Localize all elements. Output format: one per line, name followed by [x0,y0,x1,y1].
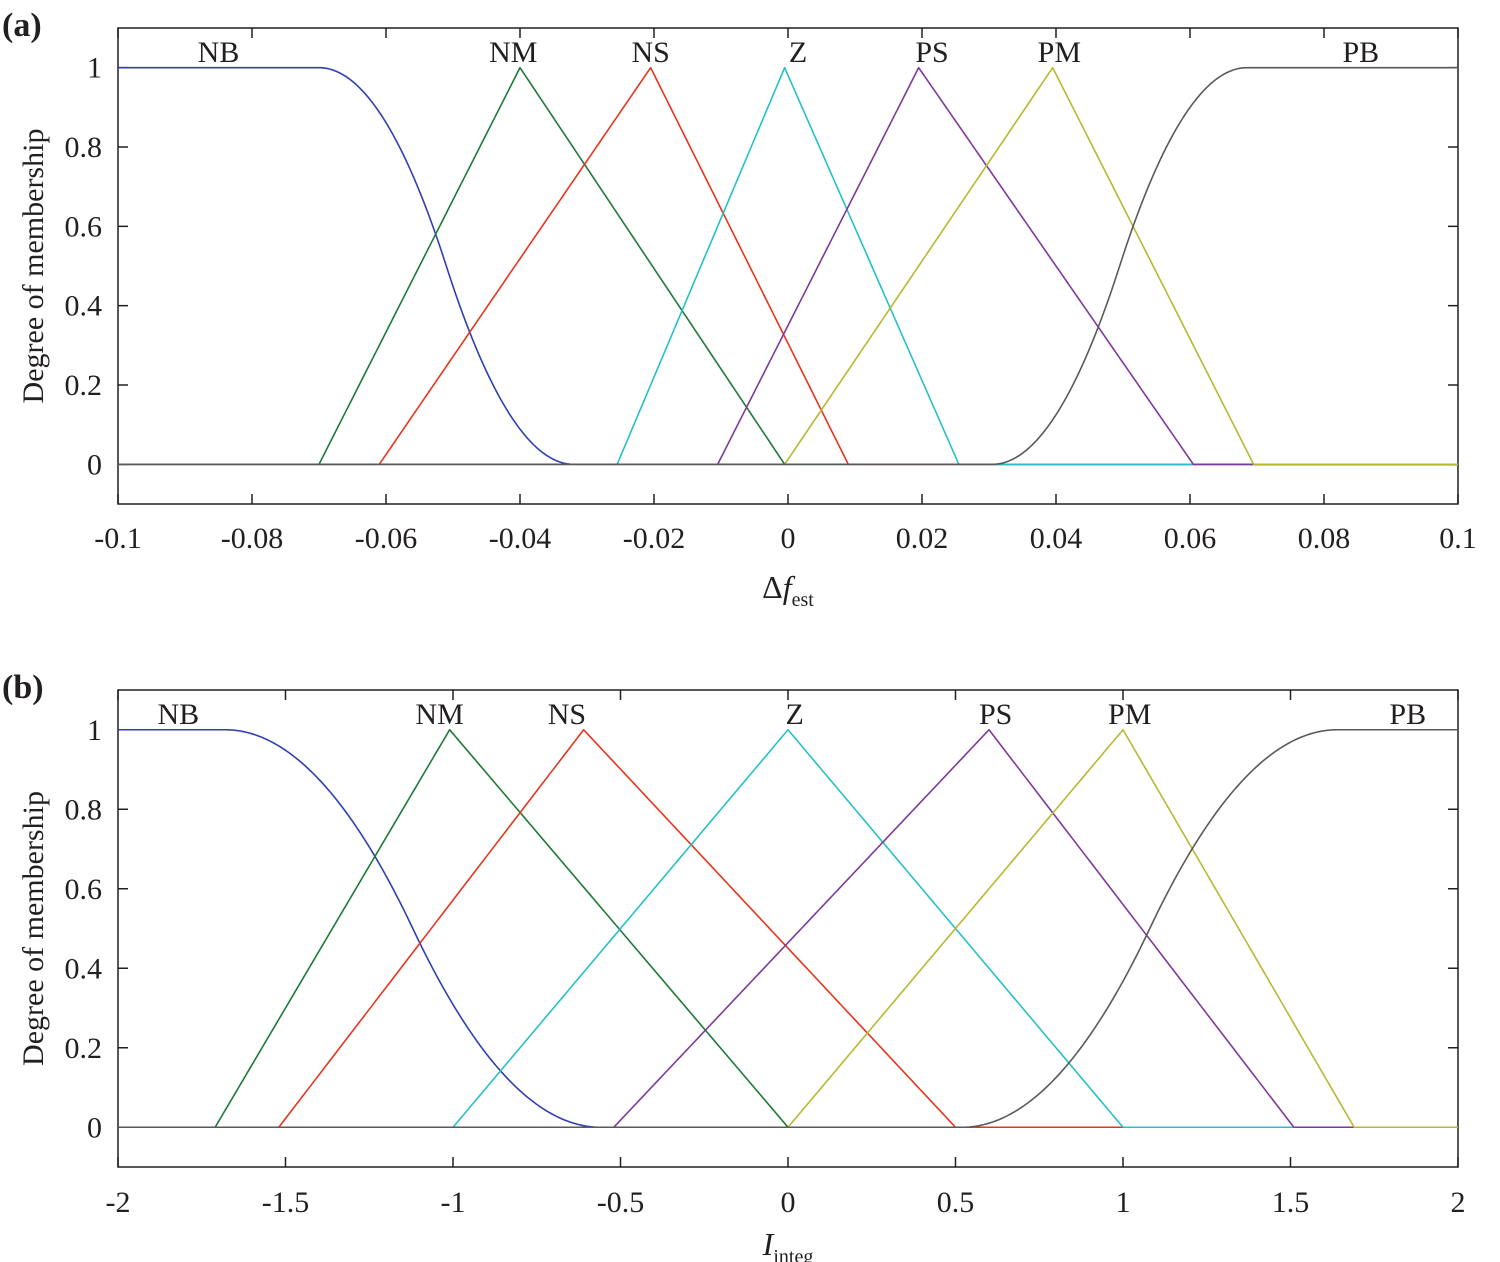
series-ns-line [118,728,1458,1129]
series-ns-label: NS [631,36,669,69]
x-tick-label: 0.04 [1030,522,1083,555]
x-tick-label: 0 [781,1186,796,1219]
x-tick-label: 0.06 [1164,522,1217,555]
series-nm-label: NM [415,698,463,731]
panel-label: (a) [2,7,42,44]
y-tick-label: 1 [87,714,102,747]
series-nb-label: NB [157,698,199,731]
x-tick-label: 0.1 [1439,522,1477,555]
series-pb-label: PB [1389,698,1426,731]
series-ps-label: PS [979,698,1012,731]
series-pm-line [118,66,1458,466]
series-nb-line [118,66,1458,466]
x-tick-label: -1.5 [262,1186,310,1219]
x-tick-label: 1 [1116,1186,1131,1219]
x-tick-label: -2 [106,1186,131,1219]
x-tick-label: 2 [1451,1186,1466,1219]
series-nb-label: NB [198,36,240,69]
series-ps-label: PS [915,36,948,69]
series-pb-line [118,66,1458,466]
series-nm-line [118,66,1458,466]
chart-panel-b: (b) 0 0.2 0.4 0.6 0.8 1 -2 -1.5 -1 -0.5 0 0.5 1 1.5 2 De… [2,669,1466,1262]
y-tick-label: 0.6 [65,210,103,243]
series-pb-line [118,728,1458,1129]
x-axis-label: Δfest [762,569,814,611]
series-z-line [118,66,1458,466]
series-nb-line [118,728,1458,1129]
series-pm-label: PM [1108,698,1151,731]
x-axis-label: Iinteg [762,1226,814,1262]
series-pm-label: PM [1038,36,1081,69]
x-tick-label: 0.02 [896,522,949,555]
y-tick-label: 0 [87,448,102,481]
x-tick-label: -0.1 [94,522,142,555]
x-tick-label: -0.02 [623,522,686,555]
series-z-label: Z [786,698,804,731]
y-tick-label: 0.8 [65,131,103,164]
y-axis-label: Degree of membership [17,791,50,1066]
y-tick-label: 0.8 [65,793,103,826]
series-ps-line [118,728,1458,1129]
x-tick-label: 0 [781,522,796,555]
x-tick-label: -0.06 [355,522,418,555]
panel-label: (b) [2,669,44,706]
plot-frame [117,689,1459,1168]
y-tick-label: 0.2 [65,369,103,402]
x-tick-label: 0.5 [937,1186,975,1219]
y-tick-label: 1 [87,52,102,85]
series-z-label: Z [789,36,807,69]
y-tick-label: 0.2 [65,1032,103,1065]
x-tick-label: 1.5 [1272,1186,1310,1219]
series-ns-line [118,66,1458,466]
x-tick-label: -0.08 [221,522,284,555]
y-tick-label: 0.4 [65,290,103,323]
x-tick-label: -0.5 [597,1186,645,1219]
y-axis-label: Degree of membership [17,129,50,404]
x-tick-label: 0.08 [1298,522,1351,555]
y-tick-label: 0.4 [65,952,103,985]
series-nm-line [118,728,1458,1129]
series-ns-label: NS [548,698,586,731]
y-tick-label: 0.6 [65,873,103,906]
series-z-line [118,728,1458,1129]
x-tick-label: -0.04 [489,522,552,555]
series-nm-label: NM [489,36,537,69]
series-ps-line [118,66,1458,466]
series-pm-line [118,728,1458,1129]
x-tick-label: -1 [441,1186,466,1219]
plot-frame [117,27,1459,505]
y-tick-label: 0 [87,1111,102,1144]
chart-panel-a: (a) 0 0.2 0.4 0.6 0.8 1 -0.1 -0.08 -0.06 -0.04 -0.0… [2,7,1477,611]
series-pb-label: PB [1342,36,1379,69]
